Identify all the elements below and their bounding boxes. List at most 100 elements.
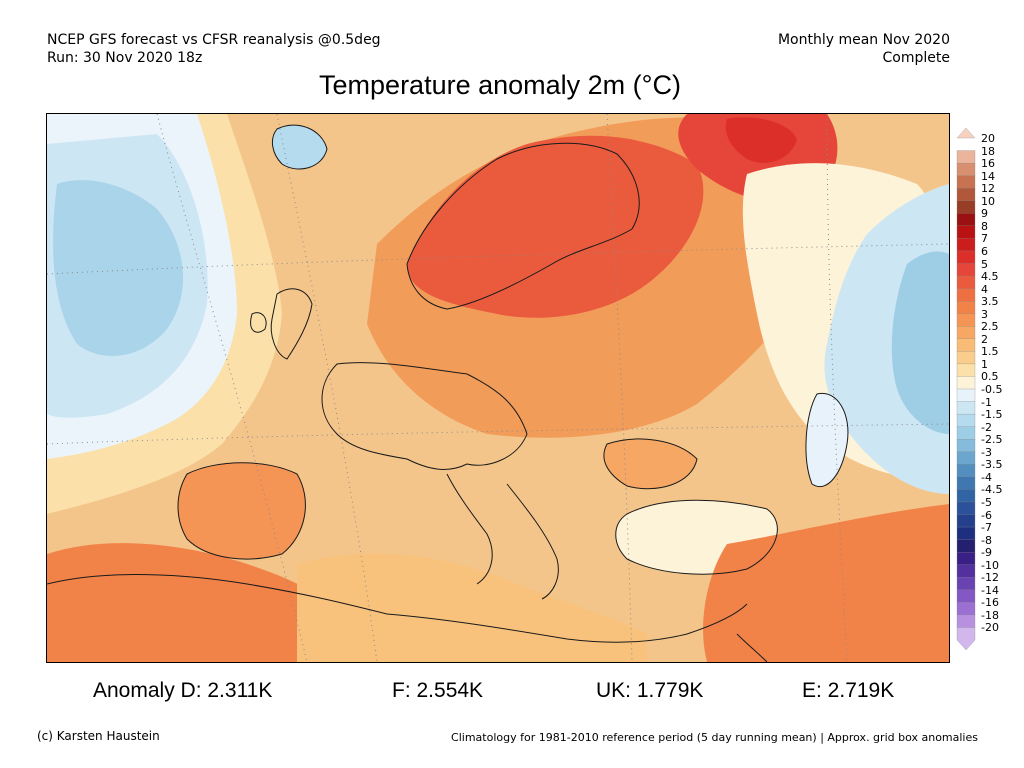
- colorbar-swatch: [956, 225, 976, 240]
- colorbar: [956, 127, 976, 651]
- colorbar-label: -2.5: [981, 433, 1003, 447]
- colorbar-label: -1: [981, 395, 992, 409]
- colorbar-label: 2.5: [981, 320, 999, 334]
- arctic-russia-hot-core: [725, 117, 797, 163]
- colorbar-swatch: [956, 200, 976, 214]
- colorbar-swatch: [956, 526, 976, 541]
- colorbar-label: -2: [981, 420, 992, 434]
- colorbar-label: -0.5: [981, 383, 1003, 396]
- map-canvas: [47, 114, 949, 662]
- colorbar-swatch: [956, 288, 976, 302]
- colorbar-label: 1.5: [981, 345, 999, 359]
- colorbar-label: 16: [981, 157, 995, 171]
- colorbar-label: -4.5: [981, 483, 1003, 497]
- coastlines: [47, 124, 849, 662]
- colorbar-swatch: [956, 413, 976, 428]
- anomaly-europe: E: 2.719K: [802, 679, 895, 702]
- colorbar-label: 9: [981, 207, 988, 221]
- black-sea-warm: [603, 439, 697, 489]
- colorbar-label: 14: [981, 169, 995, 183]
- colorbar-swatch: [956, 313, 976, 327]
- colorbar-label: 20: [981, 132, 995, 145]
- atlantic-cool-core: [53, 180, 184, 356]
- kazakhstan-cool-core: [891, 251, 949, 434]
- colorbar-swatch: [956, 351, 976, 365]
- colorbar-swatch: [956, 551, 976, 566]
- colorbar-swatch: [956, 426, 976, 440]
- anomaly-map: [46, 113, 950, 663]
- colorbar-swatch: [956, 238, 976, 252]
- colorbar-label: -3.5: [981, 458, 1003, 472]
- colorbar-label: 3: [981, 307, 988, 321]
- iberia-warm: [178, 462, 306, 559]
- colorbar-swatch: [956, 464, 976, 478]
- map-title: Temperature anomaly 2m (°C): [319, 70, 681, 100]
- model-description: NCEP GFS forecast vs CFSR reanalysis @0.…: [47, 32, 381, 48]
- colorbar-label: -3: [981, 445, 992, 459]
- header-left: NCEP GFS forecast vs CFSR reanalysis @0.…: [47, 31, 381, 67]
- run-time: Run: 30 Nov 2020 18z: [47, 50, 203, 66]
- caspian-neutral: [805, 393, 848, 487]
- colorbar-label: -10: [981, 558, 999, 572]
- colorbar-label: -4: [981, 470, 992, 484]
- colorbar-swatch: [956, 363, 976, 378]
- colorbar-swatch: [956, 338, 976, 353]
- colorbar-swatch: [956, 627, 976, 651]
- anomaly-uk: UK: 1.779K: [596, 679, 704, 702]
- colorbar-label: 12: [981, 182, 995, 196]
- colorbar-swatch: [956, 589, 976, 603]
- colorbar-swatch: [956, 577, 976, 591]
- colorbar-label: -1.5: [981, 408, 1003, 422]
- colorbar-label: 5: [981, 257, 988, 271]
- period-label: Monthly mean Nov 2020: [777, 32, 950, 48]
- colorbar-swatch: [956, 162, 976, 177]
- colorbar-label: 0.5: [981, 370, 999, 384]
- colorbar-swatch: [956, 564, 976, 578]
- colorbar-swatch: [956, 213, 976, 227]
- colorbar-swatch: [956, 376, 976, 390]
- colorbar-swatch: [956, 539, 976, 553]
- colorbar-label: -14: [981, 583, 999, 597]
- colorbar-label: 6: [981, 244, 988, 258]
- colorbar-swatch: [956, 250, 976, 265]
- colorbar-swatch: [956, 614, 976, 629]
- header-right: Monthly mean Nov 2020 Complete: [778, 31, 950, 67]
- colorbar-label: -20: [981, 621, 999, 635]
- colorbar-label: -7: [981, 521, 992, 535]
- colorbar-label: -5: [981, 495, 992, 509]
- graticule: [47, 114, 949, 662]
- colorbar-swatch: [956, 300, 976, 315]
- colorbar-swatch: [956, 127, 976, 139]
- anomaly-france: F: 2.554K: [392, 679, 484, 702]
- colorbar-svg: [956, 127, 976, 651]
- colorbar-swatch: [956, 326, 976, 340]
- colorbar-label: 2: [981, 332, 988, 346]
- completion-status: Complete: [882, 50, 950, 66]
- colorbar-swatch: [956, 501, 976, 516]
- colorbar-label: 18: [981, 144, 995, 158]
- north-africa-warm: [47, 543, 367, 662]
- regional-anomalies: Anomaly D: 2.311K F: 2.554K UK: 1.779K E…: [0, 679, 1024, 707]
- colorbar-label: 7: [981, 232, 988, 246]
- colorbar-swatch: [956, 451, 976, 465]
- colorbar-label: -8: [981, 533, 992, 547]
- scandinavia-very-warm: [407, 135, 704, 318]
- colorbar-swatch: [956, 489, 976, 503]
- colorbar-swatch: [956, 263, 976, 277]
- colorbar-swatch: [956, 388, 976, 403]
- mediterranean-mild: [297, 553, 647, 662]
- copyright: (c) Karsten Haustein: [37, 729, 160, 743]
- colorbar-swatch: [956, 275, 976, 290]
- colorbar-label: -12: [981, 571, 999, 585]
- colorbar-label: -9: [981, 546, 992, 560]
- climatology-note: Climatology for 1981-2010 reference peri…: [451, 731, 978, 744]
- colorbar-swatch: [956, 439, 976, 453]
- colorbar-label: -6: [981, 508, 992, 522]
- colorbar-label: 1: [981, 357, 988, 371]
- colorbar-label: -18: [981, 608, 999, 622]
- colorbar-label: -16: [981, 596, 999, 610]
- middle-east-warm: [703, 504, 949, 662]
- colorbar-label: 4.5: [981, 270, 999, 284]
- colorbar-swatch: [956, 602, 976, 616]
- colorbar-swatch: [956, 188, 976, 202]
